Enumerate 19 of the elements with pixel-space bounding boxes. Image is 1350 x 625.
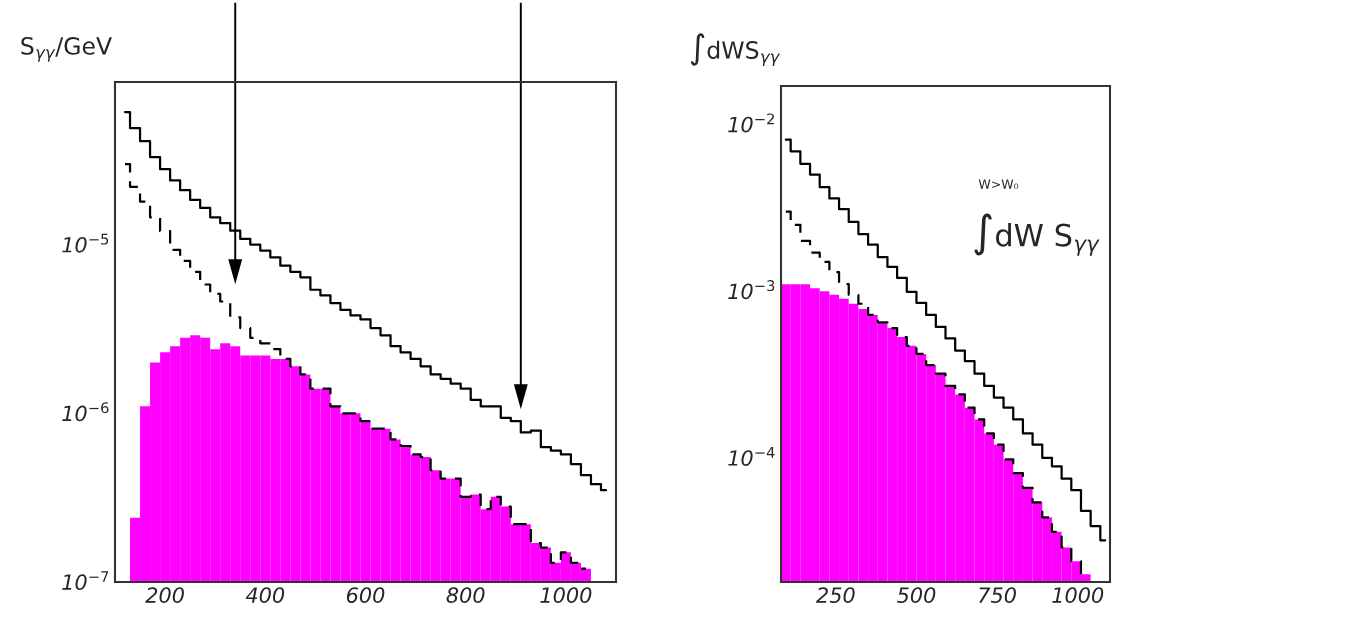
- annotation: W>W₀: [978, 179, 1019, 189]
- x-tick-label: 200: [145, 587, 184, 603]
- x-tick-label: 800: [446, 587, 485, 603]
- y-axis-title: ∫dWS$_{γγ}$: [690, 33, 781, 66]
- y-tick-label: 10$^{−5}$: [62, 233, 109, 253]
- y-tick-label: 10$^{−2}$: [728, 113, 774, 133]
- annotation: ∫dW S$_{γγ}$: [974, 213, 1100, 256]
- x-tick-label: 1000: [1052, 587, 1104, 603]
- y-tick-label: 10$^{−3}$: [728, 280, 775, 300]
- x-tick-label: 750: [979, 587, 1016, 603]
- y-axis-title: S$_{γγ}$/GeV: [21, 36, 112, 62]
- y-tick-label: 10$^{−4}$: [728, 447, 775, 466]
- y-tick-label: 10$^{−7}$: [62, 571, 109, 591]
- x-tick-label: 600: [346, 587, 385, 603]
- x-tick-label: 400: [245, 587, 285, 603]
- x-tick-label: 500: [897, 587, 936, 603]
- x-tick-label: 250: [816, 587, 855, 603]
- y-tick-label: 10$^{−6}$: [62, 402, 109, 422]
- x-tick-label: 1000: [540, 587, 592, 603]
